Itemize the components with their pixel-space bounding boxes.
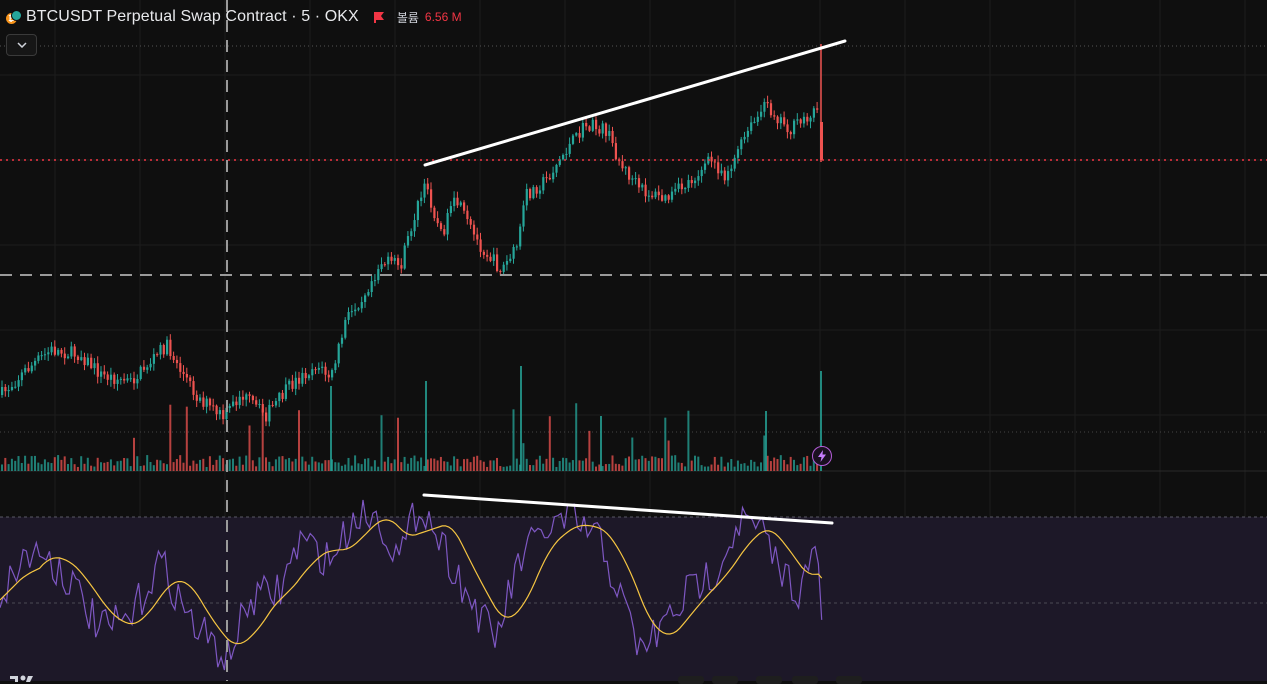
toolbar-button[interactable] — [712, 676, 738, 684]
rsi-band — [0, 517, 1267, 681]
chart-legend: ₿ BTCUSDT Perpetual Swap Contract · 5 · … — [6, 6, 462, 28]
red-flag-icon[interactable] — [373, 11, 385, 23]
rsi-trendline[interactable] — [422, 493, 834, 525]
bitcoin-icon: ₿ — [6, 10, 22, 24]
chevron-down-icon — [16, 42, 27, 48]
candles — [1, 44, 823, 427]
rsi-line — [0, 499, 823, 671]
price-trendline[interactable] — [423, 39, 847, 167]
toolbar-button[interactable] — [756, 676, 782, 684]
toolbar-button[interactable] — [792, 676, 818, 684]
toolbar-button[interactable] — [678, 676, 704, 684]
volume-value: 6.56 M — [424, 10, 462, 24]
lightning-icon[interactable] — [812, 446, 832, 466]
rsi-ma-line — [0, 519, 823, 645]
legend-collapse-button[interactable] — [6, 34, 37, 56]
toolbar-button[interactable] — [836, 676, 862, 684]
volume-bars — [1, 366, 822, 471]
volume-label: 볼륨 — [396, 10, 419, 25]
symbol-title[interactable]: BTCUSDT Perpetual Swap Contract · 5 · OK… — [26, 8, 359, 25]
